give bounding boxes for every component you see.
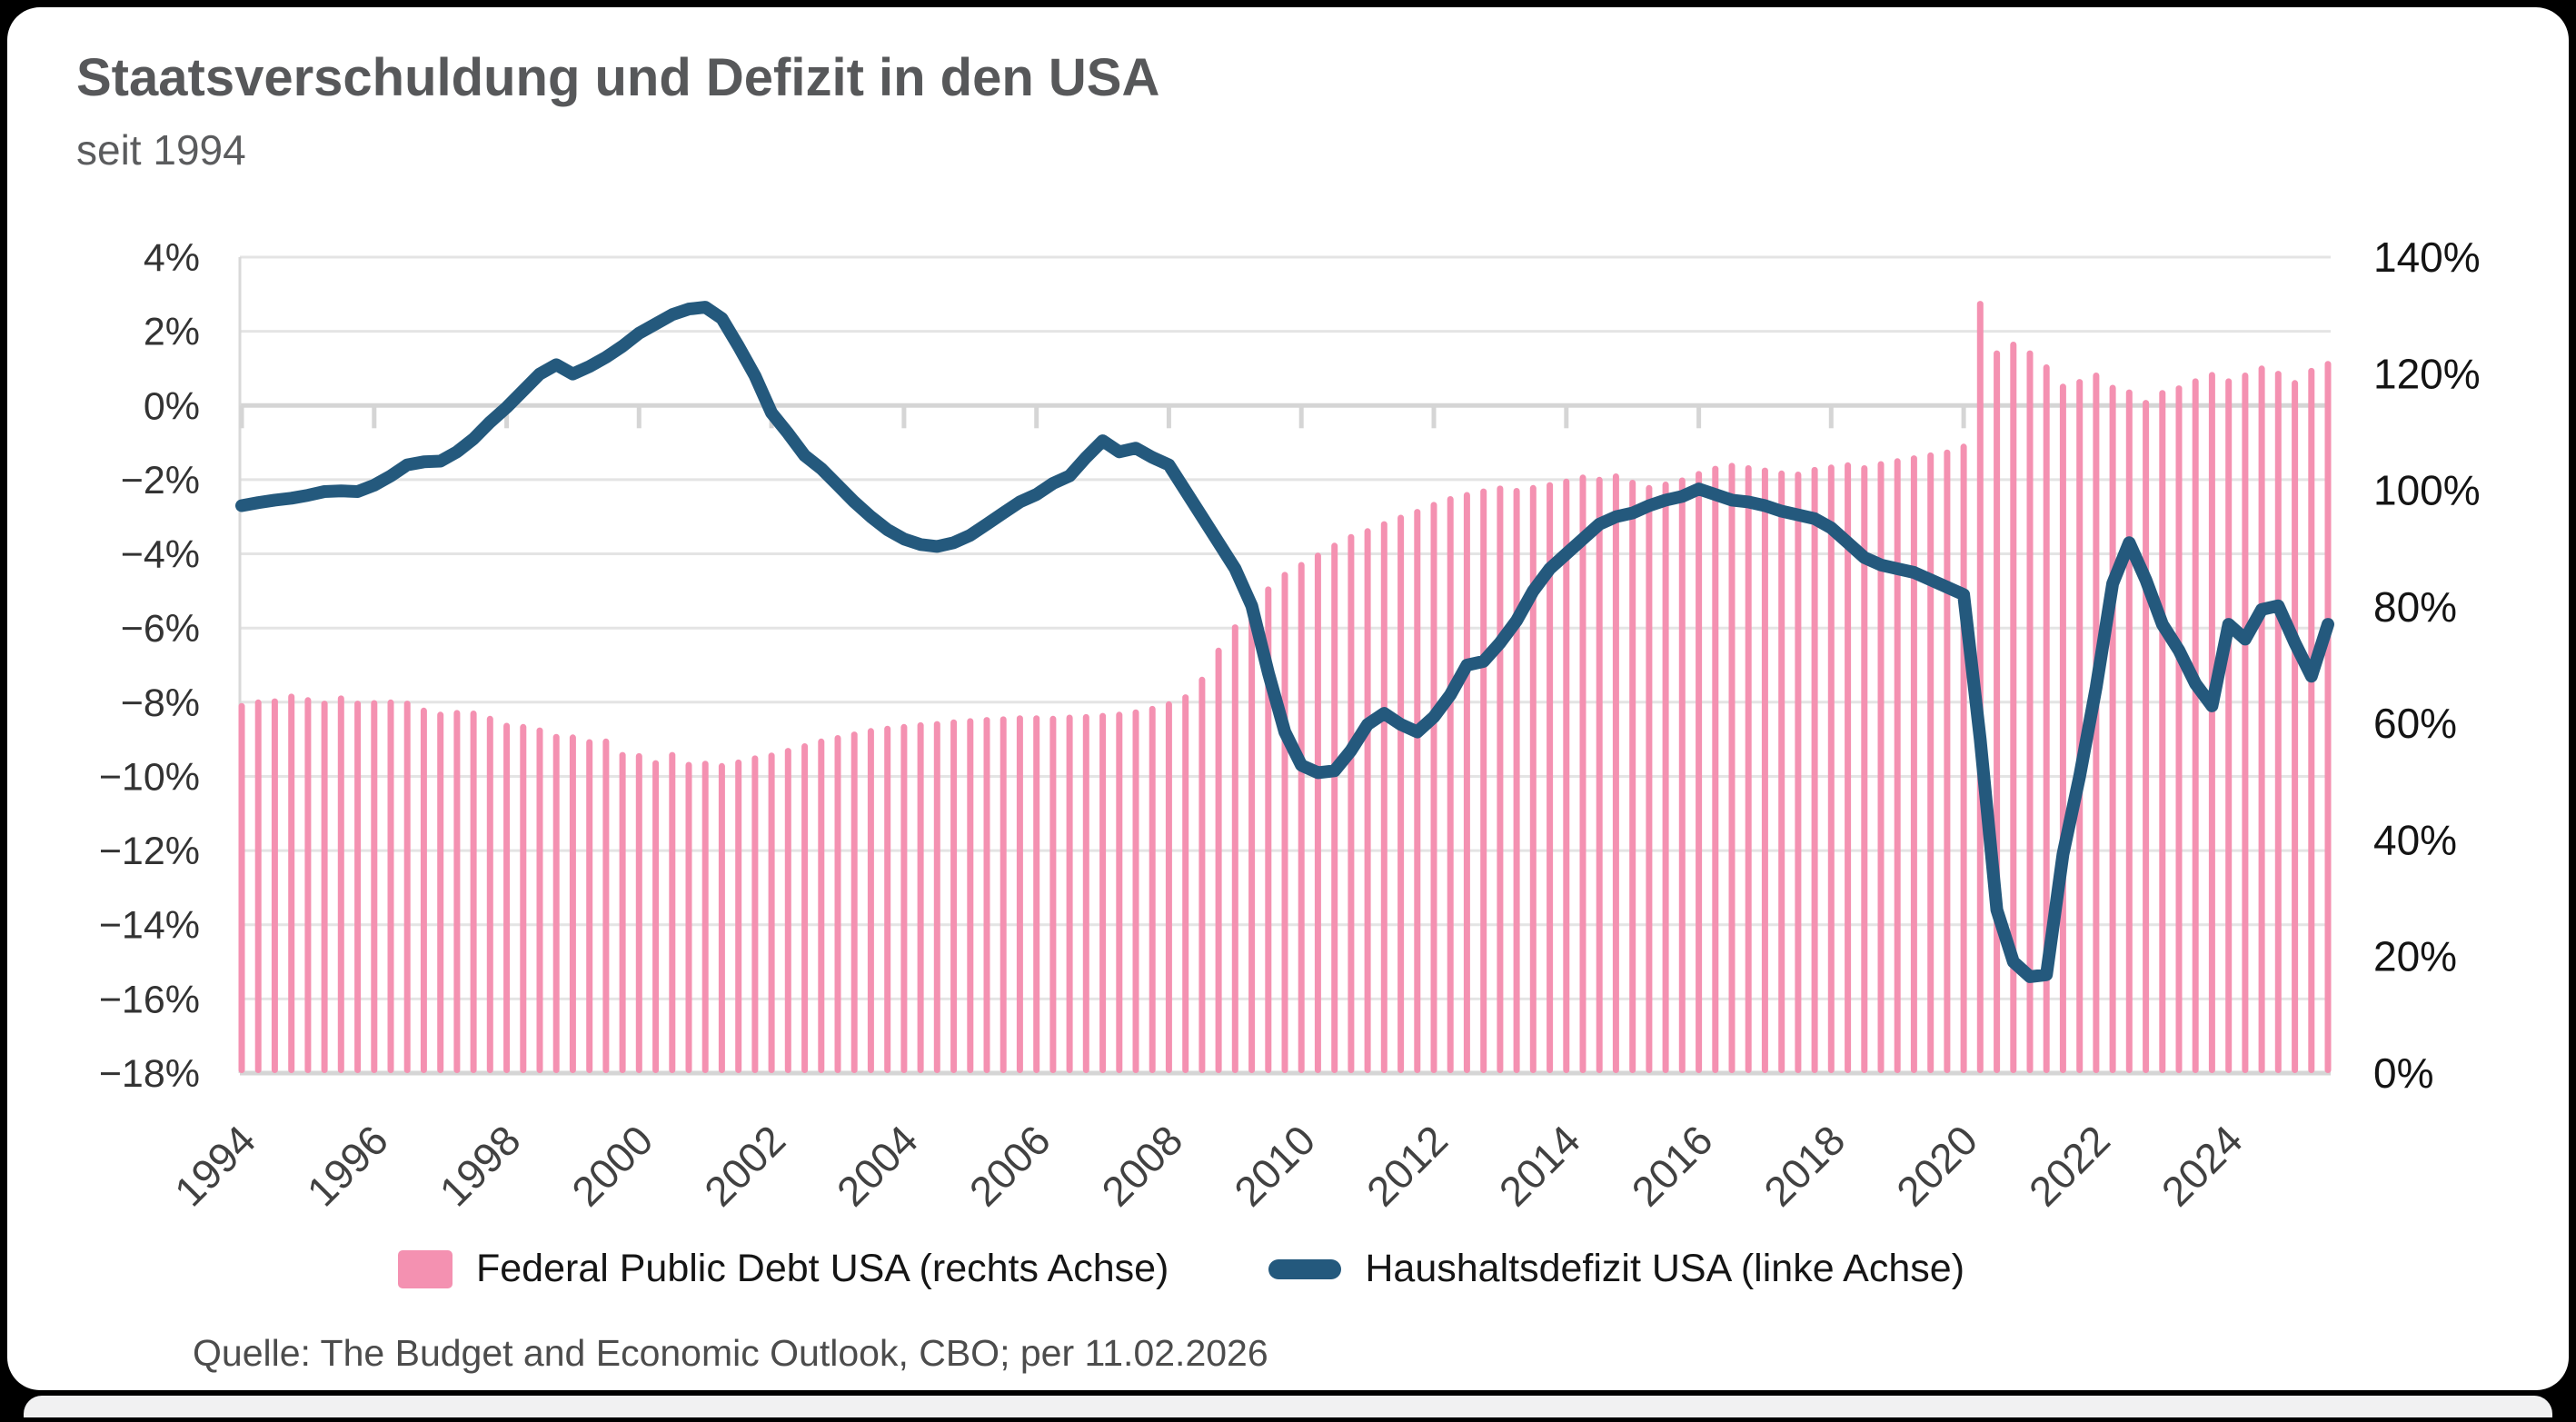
svg-text:1998: 1998 — [431, 1116, 530, 1215]
svg-text:−14%: −14% — [99, 904, 200, 948]
svg-text:100%: 100% — [2373, 467, 2481, 514]
bottom-strip — [24, 1396, 2552, 1417]
deficit-line-swatch-icon — [1268, 1258, 1342, 1279]
svg-text:2016: 2016 — [1623, 1116, 1722, 1215]
svg-text:−10%: −10% — [99, 756, 200, 800]
legend-label-debt: Federal Public Debt USA (rechts Achse) — [475, 1247, 1169, 1290]
debt-bar-swatch-icon — [397, 1249, 453, 1288]
svg-text:−2%: −2% — [121, 459, 200, 502]
svg-text:2002: 2002 — [695, 1116, 794, 1215]
page-subtitle: seit 1994 — [76, 126, 246, 174]
svg-text:2%: 2% — [144, 311, 200, 354]
svg-text:120%: 120% — [2373, 350, 2481, 397]
svg-text:−6%: −6% — [121, 607, 200, 651]
svg-text:2010: 2010 — [1225, 1116, 1324, 1215]
svg-text:2014: 2014 — [1490, 1116, 1589, 1215]
svg-text:2006: 2006 — [960, 1116, 1059, 1215]
svg-text:1994: 1994 — [165, 1116, 264, 1215]
svg-text:2012: 2012 — [1358, 1116, 1457, 1215]
svg-text:−8%: −8% — [121, 681, 200, 725]
svg-text:0%: 0% — [2373, 1049, 2433, 1097]
legend-label-deficit: Haushaltsdefizit USA (linke Achse) — [1365, 1247, 1965, 1290]
legend-item-debt: Federal Public Debt USA (rechts Achse) — [397, 1247, 1169, 1291]
svg-text:−16%: −16% — [99, 978, 200, 1021]
svg-text:80%: 80% — [2373, 583, 2457, 631]
svg-text:2020: 2020 — [1887, 1116, 1986, 1215]
svg-text:60%: 60% — [2373, 700, 2457, 747]
svg-text:2018: 2018 — [1755, 1116, 1854, 1215]
svg-text:−12%: −12% — [99, 830, 200, 873]
svg-text:2004: 2004 — [828, 1116, 927, 1215]
svg-text:40%: 40% — [2373, 816, 2457, 863]
svg-text:2024: 2024 — [2153, 1116, 2252, 1215]
svg-text:2008: 2008 — [1092, 1116, 1191, 1215]
svg-text:20%: 20% — [2373, 933, 2457, 980]
svg-text:4%: 4% — [144, 236, 200, 280]
svg-text:−18%: −18% — [99, 1052, 200, 1096]
svg-text:0%: 0% — [144, 384, 200, 428]
chart-legend: Federal Public Debt USA (rechts Achse) H… — [0, 1247, 2362, 1291]
svg-text:−4%: −4% — [121, 533, 200, 577]
svg-text:2000: 2000 — [562, 1116, 661, 1215]
svg-text:1996: 1996 — [298, 1116, 397, 1215]
page-title: Staatsverschuldung und Defizit in den US… — [76, 48, 1160, 107]
svg-text:2022: 2022 — [2020, 1116, 2119, 1215]
legend-item-deficit: Haushaltsdefizit USA (linke Achse) — [1268, 1247, 1964, 1291]
source-note: Quelle: The Budget and Economic Outlook,… — [193, 1332, 1268, 1374]
svg-text:140%: 140% — [2373, 234, 2481, 281]
